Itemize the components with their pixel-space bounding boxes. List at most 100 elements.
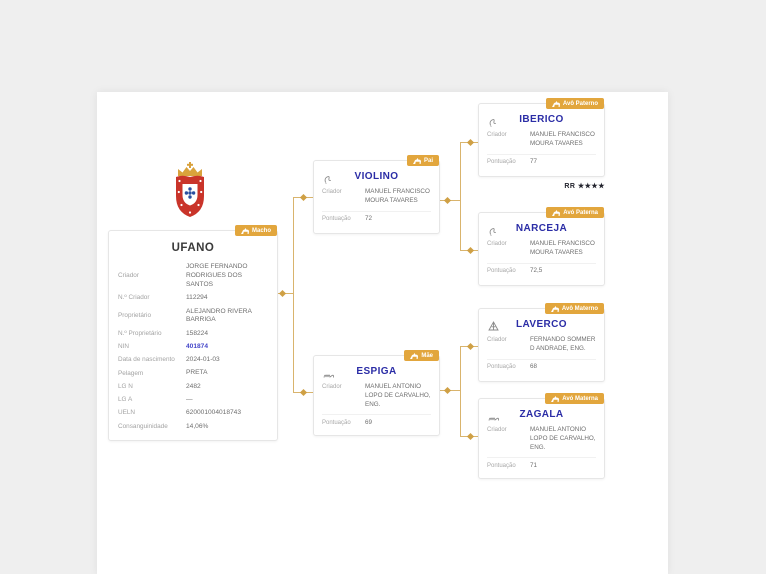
avo-materno-badge: Avô Materno: [544, 303, 604, 314]
main-horse-name: UFANO: [171, 242, 215, 254]
field-label: Data de nascimento: [118, 356, 175, 364]
criador-row: Criador MANUEL ANTONIO LOPO DE CARVALHO,…: [487, 424, 596, 454]
main-horse-card: Macho UFANO Criador JORGE FERNANDO RODRI…: [108, 225, 278, 441]
coat-of-arms-icon: [168, 162, 212, 224]
ancestor-name-link[interactable]: LAVERCO: [516, 319, 567, 330]
criador-row: Criador MANUEL FRANCISCO MOURA TAVARES: [487, 238, 596, 260]
breeder-brand-icon: [323, 171, 332, 189]
pontuacao-row: Pontuação 77: [487, 153, 596, 169]
field-row: Pelagem PRETA: [118, 367, 268, 380]
pontuacao-row: Pontuação 72: [322, 210, 431, 226]
ancestor-card-laverco: Avô Materno LAVERCO Criador FERNANDO SOM…: [478, 303, 605, 382]
sex-badge: Macho: [234, 225, 277, 236]
horse-icon: [551, 395, 560, 402]
pontuacao-value: 68: [530, 363, 538, 371]
pontuacao-row: Pontuação 72,5: [487, 262, 596, 278]
field-value: 2482: [186, 382, 201, 390]
breeder-brand-icon: [488, 223, 497, 241]
ancestor-name-link[interactable]: ESPIGA: [356, 366, 397, 377]
field-label: Criador: [118, 272, 139, 280]
field-label: LG N: [118, 382, 133, 390]
ancestor-name-link[interactable]: IBERICO: [519, 114, 564, 125]
mae-badge: Mãe: [404, 350, 439, 361]
pontuacao-label: Pontuação: [322, 419, 351, 426]
field-row: NIN 401874: [118, 341, 268, 354]
criador-value: MANUEL FRANCISCO MOURA TAVARES: [530, 240, 595, 256]
field-value: —: [186, 395, 193, 403]
badge-label: Avô Materno: [561, 305, 598, 312]
field-label: Pelagem: [118, 369, 144, 377]
breeder-brand-icon: [488, 114, 497, 132]
field-row: N.º Proprietário 158224: [118, 327, 268, 340]
pontuacao-value: 72: [365, 215, 373, 223]
field-value: 2024-01-03: [186, 356, 220, 364]
ancestor-card-violino: Pai VIOLINO Criador MANUEL FRANCISCO MOU…: [313, 155, 440, 234]
ancestor-name-link[interactable]: NARCEJA: [515, 223, 568, 234]
ancestor-card-zagala: Avó Materna ZAGALA Criador MANUEL ANTONI…: [478, 393, 605, 479]
horse-icon: [550, 305, 559, 312]
breeder-brand-icon: [488, 319, 499, 337]
field-value: 14,06%: [186, 422, 209, 430]
field-label: LG A: [118, 396, 133, 404]
criador-label: Criador: [487, 337, 507, 343]
avo-materna-badge: Avó Materna: [545, 393, 604, 404]
tree-connector: [460, 346, 461, 436]
ancestor-name-link[interactable]: VIOLINO: [354, 171, 399, 182]
field-label: UELN: [118, 409, 136, 417]
pontuacao-value: 77: [530, 158, 538, 166]
field-row: Proprietário ALEJANDRO RIVERA BARRIGA: [118, 305, 268, 327]
ancestor-name-link[interactable]: ZAGALA: [519, 409, 564, 420]
badge-label: Avó Materna: [562, 395, 598, 402]
field-value: 158224: [186, 329, 209, 337]
badge-label: Avó Paterna: [563, 209, 598, 216]
criador-row: Criador MANUEL FRANCISCO MOURA TAVARES: [322, 186, 431, 208]
criador-label: Criador: [322, 384, 342, 390]
criador-label: Criador: [487, 132, 507, 138]
field-row: N.º Criador 112294: [118, 292, 268, 305]
horse-icon: [410, 352, 419, 359]
nin-link[interactable]: 401874: [186, 342, 209, 350]
horse-icon: [240, 227, 249, 234]
pontuacao-row: Pontuação 71: [487, 457, 596, 472]
tree-connector: [293, 197, 294, 393]
ancestor-card-espiga: Mãe ESPIGA Criador MANUEL ANTONIO LOPO D…: [313, 350, 440, 436]
field-row: UELN 620001004018743: [118, 407, 268, 420]
criador-row: Criador MANUEL ANTONIO LOPO DE CARVALHO,…: [322, 381, 431, 411]
criador-label: Criador: [322, 189, 342, 195]
pontuacao-label: Pontuação: [487, 268, 516, 275]
field-value: 620001004018743: [186, 409, 242, 417]
field-value: JORGE FERNANDO RODRIGUES DOS SANTOS: [186, 263, 248, 288]
criador-value: FERNANDO SOMMER D ANDRADE, ENG.: [530, 336, 596, 352]
pontuacao-label: Pontuação: [487, 159, 516, 166]
field-label: NIN: [118, 343, 130, 351]
field-value: PRETA: [186, 369, 208, 377]
field-row: LG N 2482: [118, 381, 268, 394]
pontuacao-label: Pontuação: [487, 462, 516, 469]
field-row: Data de nascimento 2024-01-03: [118, 354, 268, 367]
field-row: Consanguinidade 14,06%: [118, 420, 268, 433]
badge-label: Avô Paterno: [562, 100, 598, 107]
criador-label: Criador: [487, 427, 507, 433]
field-row: Criador JORGE FERNANDO RODRIGUES DOS SAN…: [118, 261, 268, 292]
breeder-brand-icon: [488, 409, 500, 427]
avo-paterna-badge: Avó Paterna: [546, 207, 604, 218]
badge-label: Pai: [423, 157, 433, 164]
horse-icon: [552, 209, 561, 216]
breeder-brand-icon: [323, 366, 335, 384]
tree-connector: [460, 142, 461, 250]
criador-row: Criador MANUEL FRANCISCO MOURA TAVARES: [487, 129, 596, 151]
criador-row: Criador FERNANDO SOMMER D ANDRADE, ENG.: [487, 334, 596, 356]
criador-value: MANUEL FRANCISCO MOURA TAVARES: [365, 188, 430, 204]
criador-value: MANUEL FRANCISCO MOURA TAVARES: [530, 131, 595, 147]
field-label: Proprietário: [118, 312, 152, 320]
pontuacao-value: 72,5: [530, 267, 543, 275]
field-row: LG A —: [118, 394, 268, 407]
pontuacao-label: Pontuação: [322, 216, 351, 223]
field-label: Consanguinidade: [118, 422, 168, 430]
ancestor-card-narceja: Avó Paterna NARCEJA Criador MANUEL FRANC…: [478, 207, 605, 286]
pontuacao-row: Pontuação 68: [487, 358, 596, 374]
sex-badge-label: Macho: [251, 227, 271, 234]
ancestor-card-iberico: Avô Paterno IBERICO Criador MANUEL FRANC…: [478, 98, 605, 177]
rr-star-rating: RR ★★★★: [564, 183, 605, 190]
